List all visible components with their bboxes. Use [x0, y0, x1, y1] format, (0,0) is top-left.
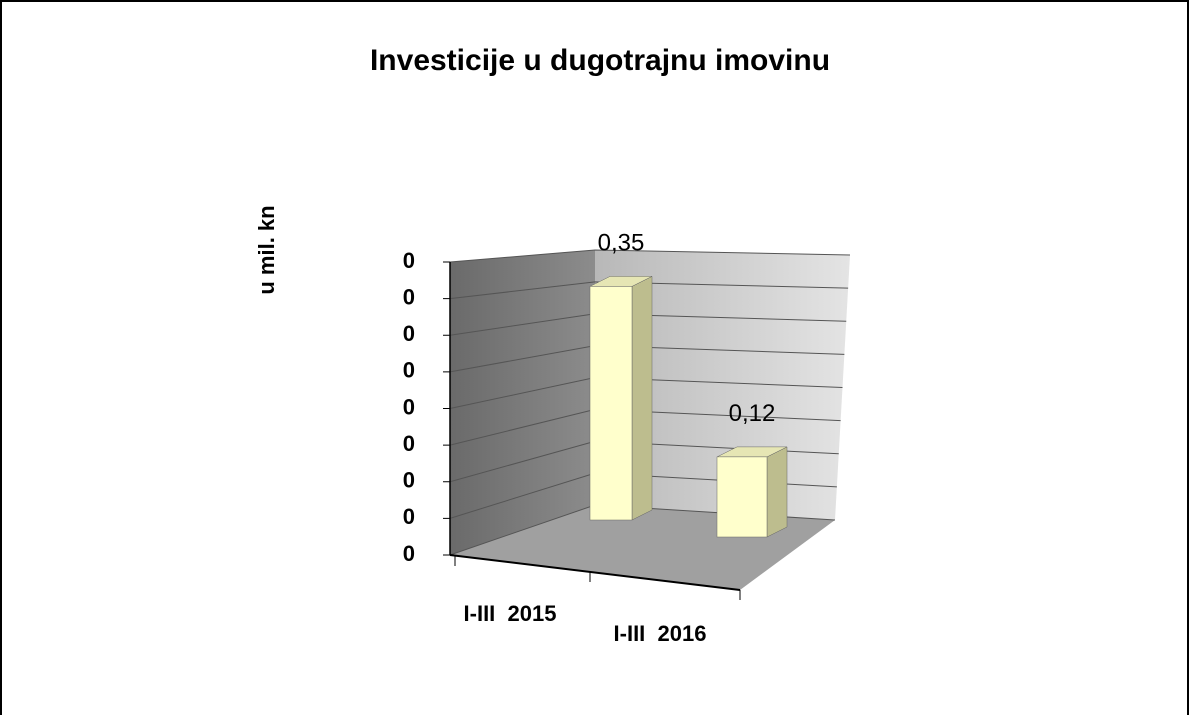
y-tick-label: 0: [403, 284, 415, 309]
data-label: 0,12: [729, 400, 776, 427]
y-tick-label: 0: [403, 504, 415, 529]
grid-line: [449, 249, 851, 263]
y-tick-label: 0: [403, 431, 415, 456]
y-tick-label: 0: [403, 321, 415, 346]
y-tick-label: 0: [403, 394, 415, 419]
data-label: 0,35: [598, 230, 645, 257]
y-axis-label: u mil. kn: [254, 205, 279, 294]
bar: [589, 286, 633, 521]
x-tick-label: I-III 2015: [464, 601, 557, 626]
y-tick-label: 0: [403, 358, 415, 383]
y-tick-label: 0: [403, 468, 415, 493]
y-tick-label: 0: [403, 541, 415, 566]
left-wall: [450, 250, 595, 555]
bar: [716, 456, 768, 538]
bar-side: [766, 446, 788, 538]
grid-line: [449, 281, 849, 300]
x-tick-label: I-III 2016: [614, 621, 707, 646]
bar-side: [631, 275, 653, 521]
chart-title: Investicije u dugotrajnu imovinu: [370, 44, 830, 77]
y-tick-label: 0: [403, 248, 415, 273]
x-axis: [449, 554, 741, 591]
